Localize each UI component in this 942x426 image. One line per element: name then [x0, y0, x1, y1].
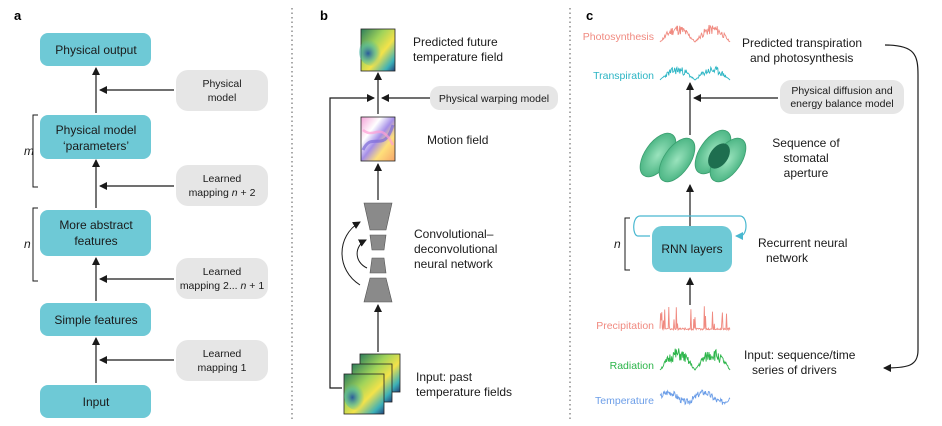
- side-box-learned-2n1: [176, 258, 268, 299]
- skip-arc-outer: [341, 221, 361, 286]
- rnn-bracket: [624, 217, 630, 271]
- side-box-learned-2n1-line2: mapping 2... n + 1: [180, 280, 265, 292]
- box-abstract-features-line2: features: [74, 234, 117, 248]
- side-box-learned-n2-line2: mapping n + 2: [189, 187, 256, 199]
- precipitation-signal: [659, 306, 731, 332]
- diffusion-line1: Physical diffusion and: [791, 85, 893, 97]
- input-past-line1: Input: past: [416, 370, 473, 384]
- box-model-parameters: [40, 115, 151, 159]
- rnn-layers-label: RNN layers: [661, 242, 722, 256]
- past-temperature-stack: [343, 353, 401, 415]
- side-box-physical-model-line2: model: [208, 92, 237, 104]
- box-abstract-features: [40, 210, 151, 256]
- stomata-line2: stomatal: [783, 151, 828, 165]
- side-box-learned-2n1-line1: Learned: [203, 266, 242, 278]
- stomata-open: [639, 132, 696, 183]
- panel-c: c Photosynthesis Transpiration Predicted…: [583, 8, 919, 407]
- box-abstract-features-line1: More abstract: [59, 218, 133, 232]
- transpiration-label: Transpiration: [593, 70, 654, 82]
- side-box-learned-n2-line1: Learned: [203, 173, 242, 185]
- panel-c-letter: c: [586, 8, 593, 23]
- panel-a-letter: a: [14, 8, 22, 23]
- warping-model-box: [430, 86, 558, 110]
- motion-field-image: [360, 116, 396, 162]
- side-box-learned-1: [176, 340, 268, 381]
- drivers-line1: Input: sequence/time: [744, 348, 856, 362]
- panel-b-letter: b: [320, 8, 328, 23]
- side-box-learned-1-line1: Learned: [203, 348, 242, 360]
- bracket-m-label: m: [24, 144, 34, 158]
- box-simple-features-label: Simple features: [54, 313, 137, 327]
- warping-model-label: Physical warping model: [439, 93, 549, 105]
- drivers-line2: series of drivers: [752, 363, 837, 377]
- input-past-line2: temperature fields: [416, 385, 512, 399]
- transpiration-signal: [659, 65, 731, 81]
- diffusion-line2: energy balance model: [790, 98, 893, 110]
- box-input-label: Input: [83, 395, 110, 409]
- temperature-signal: [659, 389, 731, 406]
- rnn-layers-box: [652, 226, 732, 272]
- photosynthesis-label: Photosynthesis: [583, 31, 654, 43]
- conv-line2: deconvolutional: [414, 242, 497, 256]
- stomata-closed: [694, 129, 747, 183]
- radiation-signal: [659, 348, 731, 371]
- bracket-m: [32, 114, 38, 188]
- stomata-line3: aperture: [784, 166, 829, 180]
- box-simple-features: [40, 303, 151, 336]
- box-model-parameters-line2: ‘parameters’: [63, 139, 129, 153]
- precipitation-label: Precipitation: [596, 320, 654, 332]
- box-physical-output: [40, 33, 151, 66]
- bracket-n-label: n: [24, 237, 31, 251]
- temperature-label: Temperature: [595, 395, 654, 407]
- rnn-recurrence-loop: [633, 215, 747, 240]
- bracket-n: [32, 207, 38, 282]
- diffusion-model-box: [780, 80, 904, 114]
- rnn-desc-line2: network: [766, 251, 809, 265]
- photosynthesis-signal: [659, 24, 731, 43]
- predicted-tp-line1: Predicted transpiration: [742, 36, 862, 50]
- box-input: [40, 385, 151, 418]
- predicted-line1: Predicted future: [413, 35, 498, 49]
- side-box-physical-model-line1: Physical: [202, 78, 241, 90]
- conv-line3: neural network: [414, 257, 494, 271]
- box-model-parameters-line1: Physical model: [56, 123, 137, 137]
- rnn-bracket-label: n: [614, 237, 621, 251]
- side-box-learned-n2: [176, 165, 268, 206]
- side-box-physical-model: [176, 70, 268, 111]
- arrow-return-loop: [883, 44, 919, 372]
- radiation-label: Radiation: [610, 360, 655, 372]
- panel-a: a Physical output Physical model ‘parame…: [14, 8, 268, 418]
- predicted-line2: temperature field: [413, 50, 503, 64]
- side-box-learned-1-line2: mapping 1: [197, 362, 246, 374]
- arrow-skip-connection: [329, 94, 375, 389]
- panel-b: b Predicted future temperature field Phy…: [320, 8, 558, 415]
- skip-arc-inner: [356, 239, 368, 269]
- motion-field-label: Motion field: [427, 133, 488, 147]
- rnn-desc-line1: Recurrent neural: [758, 236, 847, 250]
- conv-deconv-network: [363, 202, 393, 303]
- predicted-tp-line2: and photosynthesis: [750, 51, 853, 65]
- stomata-line1: Sequence of: [772, 136, 840, 150]
- box-physical-output-label: Physical output: [55, 43, 137, 57]
- conv-line1: Convolutional–: [414, 227, 494, 241]
- predicted-temperature-image: [359, 28, 396, 72]
